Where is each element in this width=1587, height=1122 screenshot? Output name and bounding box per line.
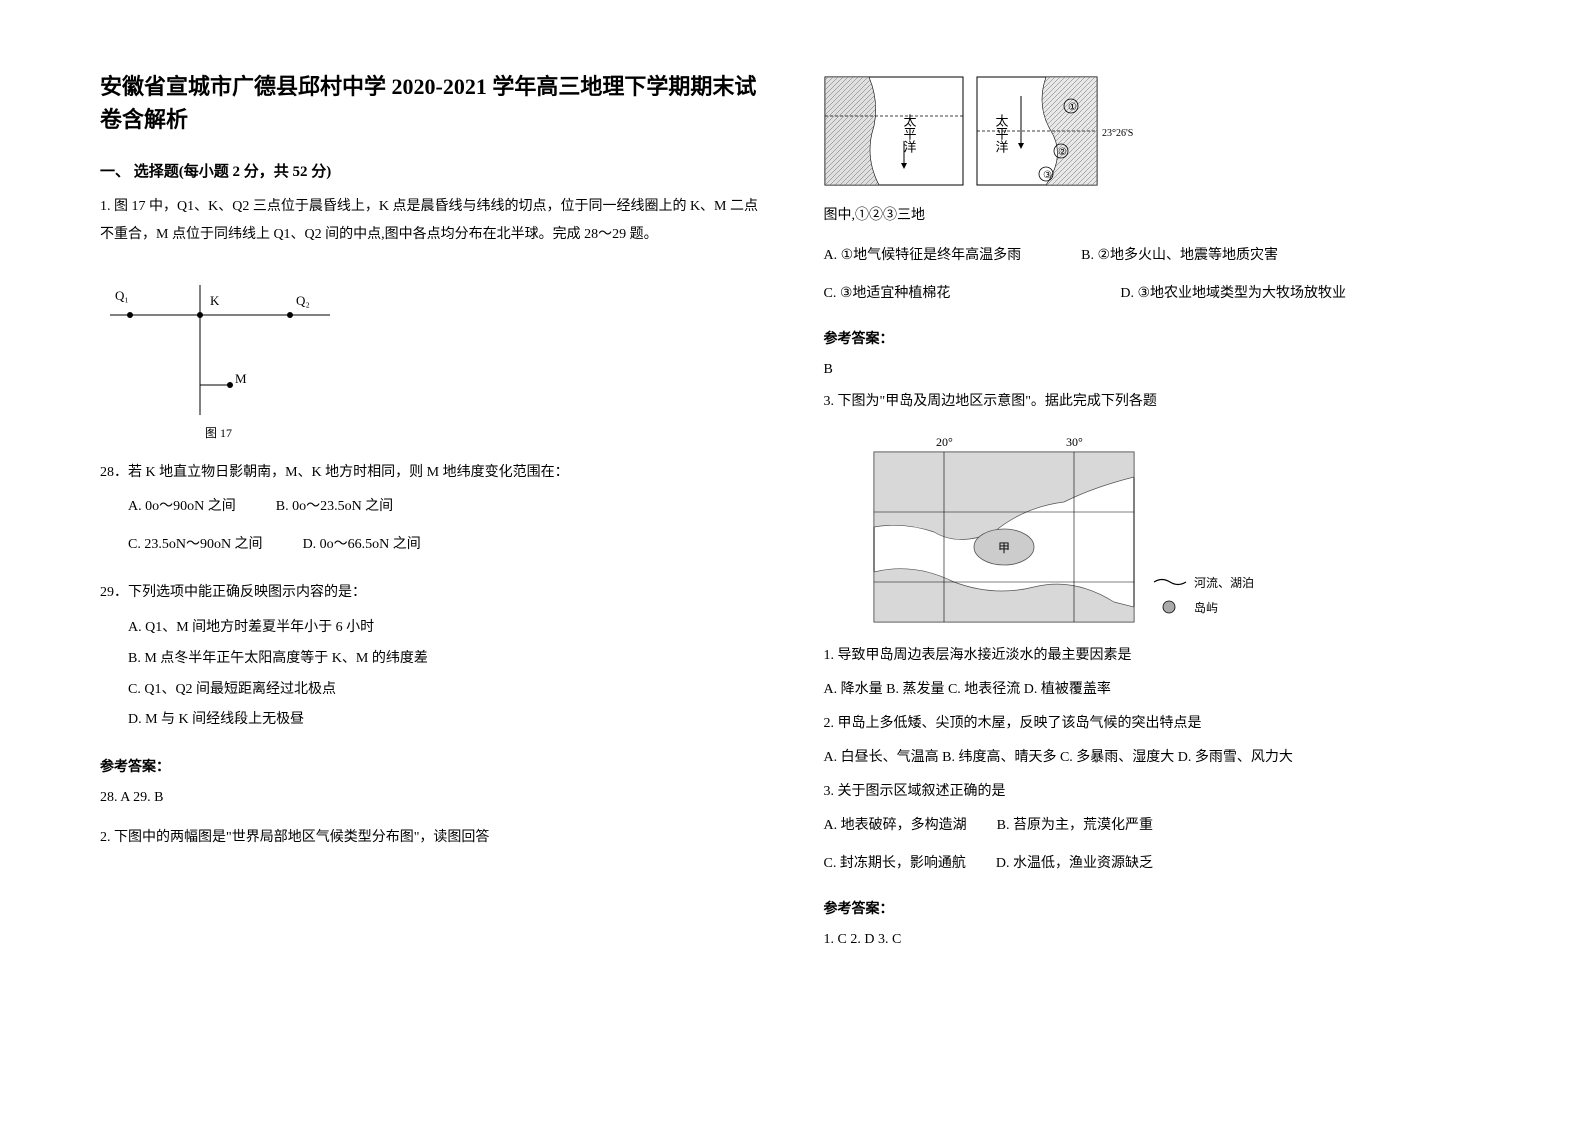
page-title: 安徽省宣城市广德县邱村中学 2020-2021 学年高三地理下学期期末试卷含解析 [100,70,764,136]
marker-3: ③ [1043,170,1052,181]
legend-river: 河流、湖泊 [1194,575,1254,590]
q3-3-opt-b: B. 苔原为主，荒漠化严重 [997,812,1153,840]
lon30-label: 30° [1066,435,1083,449]
q3-sub3: 3. 关于图示区域叙述正确的是 [824,778,1488,806]
q1-sub29: 29．下列选项中能正确反映图示内容的是： [100,579,764,607]
q3-sub2: 2. 甲岛上多低矮、尖顶的木屋，反映了该岛气候的突出特点是 [824,710,1488,738]
q1-sub28: 28．若 K 地直立物日影朝南，M、K 地方时相同，则 M 地纬度变化范围在： [100,459,764,487]
q1-figure: Q₁ K Q₂ M 图 17 [100,275,764,445]
q3-answer-header: 参考答案： [824,898,1488,918]
q1-28-opt-c: C. 23.5oN～90oN 之间 [128,531,263,559]
q2-answer: B [824,356,1488,384]
fig-label-m: M [235,371,247,386]
q1-29-opt-c: C. Q1、Q2 间最短距离经过北极点 [128,675,764,706]
q2-opts-row1: A. ①地气候特征是终年高温多雨 B. ②地多火山、地震等地质灾害 [824,242,1488,270]
q2-line2: 图中,①②③三地 [824,202,1488,230]
fig-label-q1: Q₁ [115,288,129,303]
q3-sub2-opts: A. 白昼长、气温高 B. 纬度高、晴天多 C. 多暴雨、湿度大 D. 多雨雪、… [824,744,1488,772]
q3-sub1: 1. 导致甲岛周边表层海水接近淡水的最主要因素是 [824,642,1488,670]
q3-figure: 甲 20° 30° 66°34' 65° 河流、湖泊 岛屿 [824,432,1488,632]
jia-label: 甲 [998,541,1010,555]
ocean-label-2: 太平洋 [993,114,1008,153]
q1-29-opt-d: D. M 与 K 间经线段上无极昼 [128,705,764,736]
fig17-caption: 图 17 [205,426,232,440]
q2-opts-row2: C. ③地适宜种植棉花 D. ③地农业地域类型为大牧场放牧业 [824,280,1488,308]
q2-stem: 2. 下图中的两幅图是"世界局部地区气候类型分布图"，读图回答 [100,824,764,852]
q1-29-opt-b: B. M 点冬半年正午太阳高度等于 K、M 的纬度差 [128,644,764,675]
marker-2: ② [1058,147,1067,158]
right-column: 23°26'S 太平洋 23°26'S 太平洋 ① ② ③ [824,70,1488,1052]
q1-28-opt-a: A. 0o～90oN 之间 [128,493,236,521]
q3-sub3-row1: A. 地表破碎，多构造湖 B. 苔原为主，荒漠化严重 [824,812,1488,840]
lat-label-right: 23°26'S [1102,128,1133,139]
fig-label-q2: Q₂ [296,293,310,308]
q2-opt-c: C. ③地适宜种植棉花 [824,280,951,308]
q2-opt-d: D. ③地农业地域类型为大牧场放牧业 [1120,280,1346,308]
q2-opt-b: B. ②地多火山、地震等地质灾害 [1081,242,1278,270]
lon20-label: 20° [936,435,953,449]
q2-answer-header: 参考答案： [824,328,1488,348]
marker-1: ① [1068,102,1077,113]
q3-3-opt-a: A. 地表破碎，多构造湖 [824,812,967,840]
left-column: 安徽省宣城市广德县邱村中学 2020-2021 学年高三地理下学期期末试卷含解析… [100,70,764,1052]
legend-island: 岛屿 [1194,600,1218,615]
q2-figure: 23°26'S 太平洋 23°26'S 太平洋 ① ② ③ [824,76,1488,186]
q1-stem: 1. 图 17 中，Q1、K、Q2 三点位于晨昏线上，K 点是晨昏线与纬线的切点… [100,193,764,249]
q3-stem: 3. 下图为"甲岛及周边地区示意图"。据此完成下列各题 [824,388,1488,416]
q1-sub28-options: A. 0o～90oN 之间 B. 0o～23.5oN 之间 C. 23.5oN～… [100,493,764,569]
q1-sub29-options: A. Q1、M 间地方时差夏半年小于 6 小时 B. M 点冬半年正午太阳高度等… [100,613,764,736]
q1-28-opt-d: D. 0o～66.5oN 之间 [303,531,421,559]
q2-opt-a: A. ①地气候特征是终年高温多雨 [824,242,1022,270]
section-1-header: 一、 选择题(每小题 2 分，共 52 分) [100,160,764,181]
q3-3-opt-c: C. 封冻期长，影响通航 [824,850,966,878]
q3-sub3-row2: C. 封冻期长，影响通航 D. 水温低，渔业资源缺乏 [824,850,1488,878]
q1-29-opt-a: A. Q1、M 间地方时差夏半年小于 6 小时 [128,613,764,644]
fig-label-k: K [210,293,220,308]
q1-answer-header: 参考答案： [100,756,764,776]
q3-3-opt-d: D. 水温低，渔业资源缺乏 [996,850,1153,878]
q1-answer: 28. A 29. B [100,784,764,812]
q3-answer: 1. C 2. D 3. C [824,926,1488,954]
q1-28-opt-b: B. 0o～23.5oN 之间 [276,493,393,521]
q3-sub1-opts: A. 降水量 B. 蒸发量 C. 地表径流 D. 植被覆盖率 [824,676,1488,704]
